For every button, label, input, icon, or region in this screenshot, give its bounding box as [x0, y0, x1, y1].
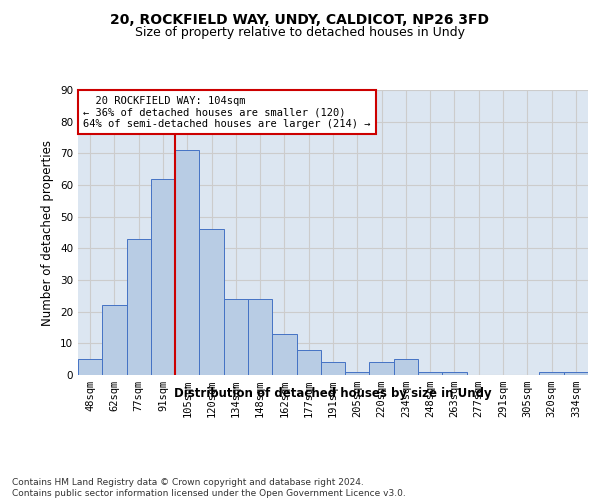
Bar — [248, 299, 272, 375]
Bar — [127, 239, 151, 375]
Bar — [175, 150, 199, 375]
Bar — [345, 372, 370, 375]
Bar — [539, 372, 564, 375]
Bar — [102, 306, 127, 375]
Bar — [151, 178, 175, 375]
Bar — [78, 359, 102, 375]
Text: 20, ROCKFIELD WAY, UNDY, CALDICOT, NP26 3FD: 20, ROCKFIELD WAY, UNDY, CALDICOT, NP26 … — [110, 12, 490, 26]
Bar — [394, 359, 418, 375]
Text: Distribution of detached houses by size in Undy: Distribution of detached houses by size … — [174, 388, 492, 400]
Bar — [199, 230, 224, 375]
Text: 20 ROCKFIELD WAY: 104sqm
← 36% of detached houses are smaller (120)
64% of semi-: 20 ROCKFIELD WAY: 104sqm ← 36% of detach… — [83, 96, 371, 129]
Bar — [272, 334, 296, 375]
Bar — [564, 372, 588, 375]
Bar — [370, 362, 394, 375]
Y-axis label: Number of detached properties: Number of detached properties — [41, 140, 55, 326]
Text: Contains HM Land Registry data © Crown copyright and database right 2024.
Contai: Contains HM Land Registry data © Crown c… — [12, 478, 406, 498]
Bar — [418, 372, 442, 375]
Bar — [296, 350, 321, 375]
Bar — [442, 372, 467, 375]
Text: Size of property relative to detached houses in Undy: Size of property relative to detached ho… — [135, 26, 465, 39]
Bar — [321, 362, 345, 375]
Bar — [224, 299, 248, 375]
